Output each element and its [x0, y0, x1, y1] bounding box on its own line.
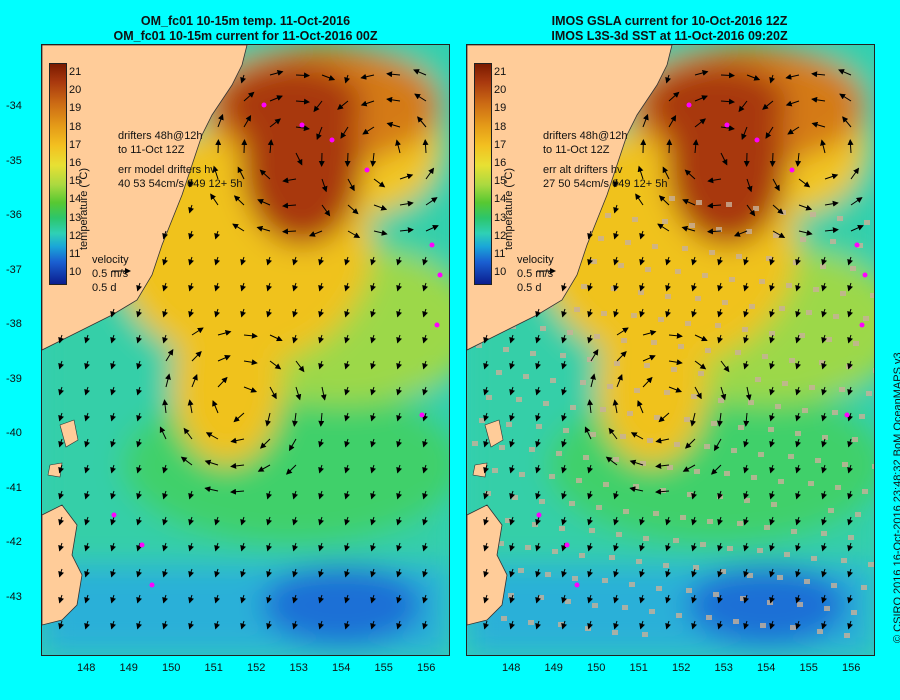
- left-panel-title: OM_fc01 10-15m temp. 11-Oct-2016 OM_fc01…: [41, 14, 450, 44]
- left-title-line1: OM_fc01 10-15m temp. 11-Oct-2016: [140, 14, 351, 28]
- colorbar-tick: 10: [69, 266, 82, 279]
- right-title-line2: IMOS L3S-3d SST at 11-Oct-2016 09:20Z: [551, 29, 788, 43]
- colorbar-tick: 12: [69, 229, 82, 242]
- lat-tick-label: -41: [6, 481, 22, 494]
- velocity-legend: velocity 0.5 m/s 0.5 d: [517, 253, 554, 295]
- tasmania-land: [467, 504, 508, 626]
- lon-tick-label: 152: [247, 662, 266, 674]
- current-vectors: [483, 69, 864, 630]
- right-map-panel: 21 20 19 18 17 16 15 14 13 12 11 10 temperature (°C…: [466, 44, 875, 656]
- drifter-legend: drifters 48h@12h to 11-Oct 12Z err model…: [118, 129, 242, 191]
- colorbar-tick: 20: [69, 84, 82, 97]
- velocity-speed: 0.5 m/s: [517, 268, 554, 280]
- lon-tick-label: 148: [502, 662, 521, 674]
- lon-tick-label: 148: [77, 662, 96, 674]
- velocity-title: velocity: [517, 254, 554, 266]
- lat-tick-label: -35: [6, 154, 22, 167]
- current-vectors: [58, 69, 439, 630]
- colorbar-tick: 18: [69, 120, 82, 133]
- velocity-speed: 0.5 m/s: [92, 268, 129, 280]
- lon-tick-label: 154: [757, 662, 776, 674]
- colorbar-tick: 18: [494, 120, 507, 133]
- velocity-duration: 0.5 d: [517, 282, 542, 294]
- lon-tick-label: 151: [629, 662, 648, 674]
- legend-line1: drifters 48h@12h: [543, 130, 628, 142]
- lat-tick-label: -40: [6, 427, 22, 439]
- lat-tick-label: -43: [6, 590, 22, 603]
- velocity-title: velocity: [92, 254, 129, 266]
- colorbar-tick: 14: [494, 193, 507, 206]
- lat-tick-label: -34: [6, 100, 22, 112]
- lon-tick-label: 156: [842, 662, 861, 674]
- lon-tick-label: 156: [417, 662, 436, 674]
- colorbar-tick: 11: [69, 248, 81, 260]
- lon-tick-label: 150: [162, 662, 181, 674]
- credit-text: © CSIRO 2016 16-Oct-2016 23:48:32 BoM Oc…: [892, 352, 900, 643]
- lon-tick-label: 155: [799, 662, 818, 674]
- legend-line3: err alt drifters hv: [543, 164, 623, 176]
- tasmania-land: [42, 504, 83, 626]
- colorbar-tick: 15: [69, 175, 82, 188]
- lat-tick-label: -37: [6, 263, 22, 276]
- colorbar-tick: 14: [69, 193, 82, 206]
- colorbar-tick: 17: [69, 138, 82, 151]
- colorbar-tick: 12: [494, 229, 507, 242]
- lon-tick-label: 149: [544, 662, 563, 674]
- left-map-panel: 21 20 19 18 17 16 15 14 13 12 11 10 temperature (°C…: [41, 44, 450, 656]
- mainland-land: [467, 45, 673, 351]
- lon-tick-label: 153: [289, 662, 308, 674]
- lon-tick-label: 153: [714, 662, 733, 674]
- legend-line3: err model drifters hv: [118, 164, 216, 176]
- right-map-svg: [467, 45, 874, 655]
- right-panel-title: IMOS GSLA current for 10-Oct-2016 12Z IM…: [465, 14, 874, 44]
- left-title-line2: OM_fc01 10-15m current for 11-Oct-2016 0…: [113, 29, 378, 43]
- lat-tick-label: -38: [6, 318, 22, 330]
- colorbar-label: temperature (°C): [78, 167, 90, 250]
- velocity-duration: 0.5 d: [92, 282, 117, 294]
- mainland-land: [42, 45, 248, 351]
- colorbar-tick: 16: [494, 157, 507, 169]
- colorbar-tick: 19: [494, 102, 507, 115]
- left-map-svg: [42, 45, 449, 655]
- colorbar-tick: 10: [494, 266, 507, 279]
- colorbar-tick: 13: [69, 211, 82, 224]
- legend-line2: to 11-Oct 12Z: [543, 144, 610, 156]
- colorbar-tick: 17: [494, 138, 507, 151]
- colorbar-tick: 20: [494, 84, 507, 97]
- lon-tick-label: 149: [119, 662, 138, 674]
- lat-tick-label: -42: [6, 536, 22, 548]
- colorbar-ticks: 21 20 19 18 17 16 15 14 13 12 11 10: [69, 63, 99, 285]
- legend-line1: drifters 48h@12h: [118, 130, 203, 142]
- colorbar-tick: 21: [494, 66, 507, 78]
- colorbar: [474, 63, 492, 285]
- drifter-tracks: [111, 102, 443, 588]
- lon-tick-label: 151: [204, 662, 223, 674]
- legend-line2: to 11-Oct 12Z: [118, 144, 185, 156]
- colorbar-tick: 15: [494, 175, 507, 188]
- sst-field: [42, 45, 449, 655]
- colorbar-ticks: 21 20 19 18 17 16 15 14 13 12 11 10: [494, 63, 524, 285]
- lat-tick-label: -39: [6, 372, 22, 385]
- lon-tick-label: 150: [587, 662, 606, 674]
- colorbar-tick: 11: [494, 248, 506, 260]
- bass-strait-islands: [47, 419, 79, 478]
- colorbar-tick: 16: [69, 157, 82, 169]
- colorbar-tick: 13: [494, 211, 507, 224]
- lon-tick-label: 152: [672, 662, 691, 674]
- legend-line4: 40 53 54cm/s 049 12+ 5h: [118, 178, 243, 190]
- lon-tick-label: 154: [332, 662, 351, 674]
- drifter-tracks: [536, 102, 868, 588]
- lon-tick-label: 155: [374, 662, 393, 674]
- colorbar-tick: 21: [69, 66, 82, 78]
- colorbar-tick: 19: [69, 102, 82, 115]
- right-title-line1: IMOS GSLA current for 10-Oct-2016 12Z: [551, 14, 788, 28]
- bass-strait-islands: [472, 419, 504, 478]
- legend-line4: 27 50 54cm/s 049 12+ 5h: [543, 178, 668, 190]
- colorbar: [49, 63, 67, 285]
- lat-tick-label: -36: [6, 209, 22, 221]
- velocity-legend: velocity 0.5 m/s 0.5 d: [92, 253, 129, 295]
- colorbar-label: temperature (°C): [503, 167, 515, 250]
- drifter-legend: drifters 48h@12h to 11-Oct 12Z err alt d…: [543, 129, 667, 191]
